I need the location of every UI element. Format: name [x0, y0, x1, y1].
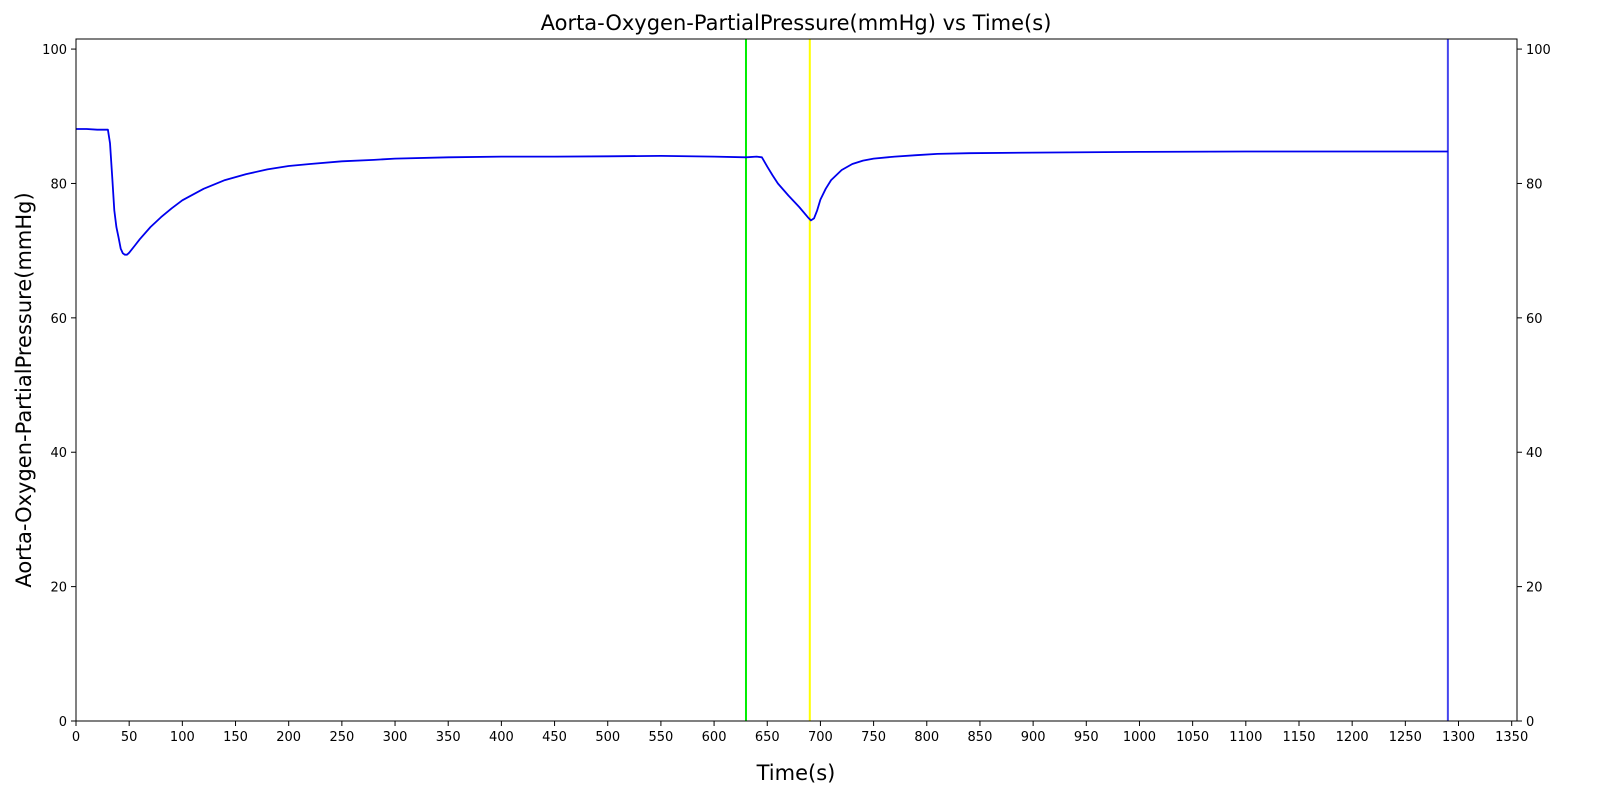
x-tick-label: 450	[542, 730, 567, 745]
y-tick-label-left: 40	[50, 446, 67, 461]
y-tick-label-right: 40	[1526, 446, 1543, 461]
y-tick-label-right: 20	[1526, 581, 1543, 596]
x-tick-label: 1150	[1282, 730, 1315, 745]
y-tick-label-left: 0	[59, 715, 67, 730]
y-tick-label-left: 60	[50, 312, 67, 327]
y-tick-label-right: 80	[1526, 177, 1543, 192]
x-tick-label: 1250	[1389, 730, 1422, 745]
x-tick-label: 1050	[1176, 730, 1209, 745]
x-tick-label: 650	[755, 730, 780, 745]
x-tick-label: 550	[648, 730, 673, 745]
x-tick-label: 350	[436, 730, 461, 745]
x-tick-label: 600	[702, 730, 727, 745]
x-tick-label: 50	[121, 730, 138, 745]
y-tick-label-left: 100	[42, 43, 67, 58]
plot-frame	[75, 38, 1518, 722]
y-tick-label-left: 80	[50, 177, 67, 192]
x-tick-label: 1350	[1495, 730, 1528, 745]
x-tick-label: 1100	[1229, 730, 1262, 745]
x-tick-label: 1000	[1123, 730, 1156, 745]
series-line	[76, 128, 1448, 256]
x-tick-label: 1200	[1336, 730, 1369, 745]
y-tick-label-right: 60	[1526, 312, 1543, 327]
x-tick-label: 850	[968, 730, 993, 745]
x-tick-label: 750	[861, 730, 886, 745]
x-tick-label: 950	[1074, 730, 1099, 745]
y-tick-label-right: 100	[1526, 43, 1551, 58]
x-tick-label: 200	[276, 730, 301, 745]
x-tick-label: 800	[914, 730, 939, 745]
y-axis-label: Aorta-Oxygen-PartialPressure(mmHg)	[12, 192, 36, 587]
chart-title: Aorta-Oxygen-PartialPressure(mmHg) vs Ti…	[541, 11, 1052, 35]
x-tick-label: 0	[72, 730, 80, 745]
x-tick-label: 150	[223, 730, 248, 745]
x-tick-label: 400	[489, 730, 514, 745]
x-tick-label: 900	[1021, 730, 1046, 745]
x-tick-label: 250	[329, 730, 354, 745]
x-tick-label: 1300	[1442, 730, 1475, 745]
plot-area: 0 50 100 150 200 250 300 350 400 450 500 550 600 650 7…	[42, 38, 1551, 745]
x-tick-label: 100	[170, 730, 195, 745]
x-tick-label: 700	[808, 730, 833, 745]
y-tick-label-right: 0	[1526, 715, 1534, 730]
x-tick-label: 300	[383, 730, 408, 745]
x-tick-label: 500	[595, 730, 620, 745]
y-tick-label-left: 20	[50, 581, 67, 596]
x-axis-label: Time(s)	[756, 761, 836, 785]
